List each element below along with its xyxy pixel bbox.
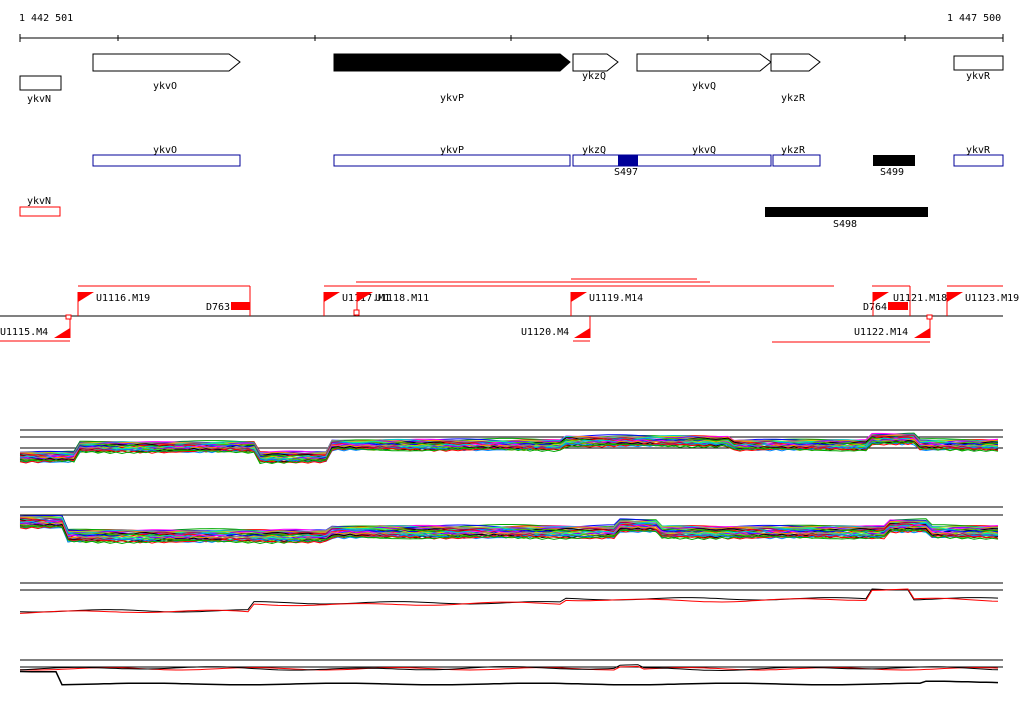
transcript-label-ykvO: ykvO	[153, 145, 177, 156]
promoter-label-U1119: U1119.M14	[589, 293, 643, 304]
expression-panel-2	[19, 506, 1003, 545]
gene-ykvO[interactable]	[92, 53, 241, 72]
flag-U1122[interactable]	[914, 316, 931, 338]
transcript-label-ykvN: ykvN	[27, 196, 51, 207]
segment-S498[interactable]	[765, 207, 928, 217]
expression-profile-line	[19, 442, 999, 464]
block-D763[interactable]	[231, 302, 250, 310]
transcript-label-ykzR: ykzR	[781, 145, 806, 156]
transcript-ykvR[interactable]	[953, 154, 1004, 167]
gene-ykvN[interactable]	[19, 75, 62, 91]
gene-label-ykvQ: ykvQ	[692, 81, 716, 92]
segment-label-S499: S499	[880, 167, 904, 178]
promoter-label-D763: D763	[206, 302, 230, 313]
flag-U1121[interactable]	[872, 292, 889, 316]
gene-ykzR[interactable]	[770, 53, 821, 72]
expression-profile-line	[19, 670, 999, 686]
promoter-label-U1118: U1118.M11	[375, 293, 429, 304]
expression-profile-line	[19, 441, 999, 465]
gene-label-ykvP: ykvP	[440, 93, 464, 104]
expression-profile-line	[19, 588, 999, 613]
gene-track: ykvN ykvO ykvP ykzQ ykvQ ykzR ykvR	[19, 53, 1004, 105]
gene-label-ykvO: ykvO	[153, 81, 177, 92]
expression-profile-line	[19, 525, 999, 544]
ruler-axis	[19, 34, 1004, 42]
promoter-label-U1116: U1116.M19	[96, 293, 150, 304]
transcript-track: ykvO ykvP ykzQ ykvQ ykzR ykvR ykvN	[19, 145, 1004, 217]
promoter-track: U1116.M19 D763 U1117.M1 U1118.M11 U1119.…	[0, 278, 1019, 343]
flag-U1116[interactable]	[77, 292, 94, 316]
gene-ykvP[interactable]	[333, 53, 571, 72]
promoter-label-D764: D764	[863, 302, 887, 313]
flag-U1119[interactable]	[570, 292, 587, 316]
expression-panel-4	[19, 659, 1003, 686]
transcript-label-ykvR: ykvR	[966, 145, 991, 156]
transcript-label-ykvQ: ykvQ	[692, 145, 716, 156]
transcript-ykvP[interactable]	[333, 154, 571, 167]
transcript-ykvO[interactable]	[92, 154, 241, 167]
transcript-ykzQ-ykvQ[interactable]	[572, 154, 772, 167]
block-D764[interactable]	[888, 302, 908, 310]
segment-S499[interactable]	[873, 155, 915, 166]
promoter-label-U1122: U1122.M14	[854, 327, 908, 338]
promoter-label-U1121: U1121.M18	[893, 293, 947, 304]
segment-label-S498: S498	[833, 219, 857, 230]
transcript-ykzR[interactable]	[772, 154, 821, 167]
expression-panel-1	[19, 429, 1003, 465]
expression-profile-line	[19, 665, 999, 671]
ruler-start-label: 1 442 501	[19, 13, 74, 24]
promoter-label-U1120: U1120.M4	[521, 327, 569, 338]
flag-U1115[interactable]	[54, 316, 71, 338]
gene-label-ykvN: ykvN	[27, 94, 51, 105]
flag-U1123[interactable]	[946, 292, 963, 316]
ruler-end-label: 1 447 500	[947, 13, 1002, 24]
segment-S497[interactable]	[618, 155, 638, 166]
gene-ykvQ[interactable]	[636, 53, 772, 72]
transcript-label-ykvP: ykvP	[440, 145, 464, 156]
expression-profile-line	[19, 664, 999, 672]
segment-track: S497 S499 S498	[614, 155, 928, 230]
flag-U1120[interactable]	[574, 316, 591, 338]
segment-label-S497: S497	[614, 167, 638, 178]
gene-label-ykzQ: ykzQ	[582, 71, 606, 82]
gene-label-ykzR: ykzR	[781, 93, 806, 104]
promoter-label-U1123: U1123.M19	[965, 293, 1019, 304]
promoter-label-U1117: U1117.M1	[342, 293, 390, 304]
gene-ykzQ[interactable]	[572, 53, 619, 72]
gene-label-ykvR: ykvR	[966, 71, 991, 82]
gene-ykvR[interactable]	[953, 55, 1004, 71]
flag-U1117[interactable]	[323, 292, 340, 316]
transcript-ykvN[interactable]	[19, 206, 61, 217]
promoter-label-U1115: U1115.M4	[0, 327, 48, 338]
expression-profile-line	[19, 525, 999, 545]
expression-profile-line	[19, 588, 999, 614]
expression-panel-3	[19, 582, 1003, 614]
transcript-label-ykzQ: ykzQ	[582, 145, 606, 156]
